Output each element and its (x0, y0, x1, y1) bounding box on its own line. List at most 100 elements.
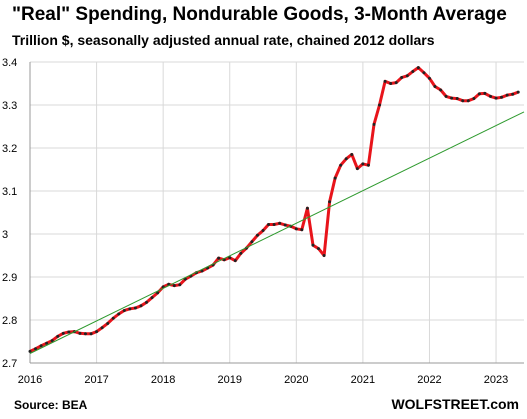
y-tick-label: 3.1 (2, 186, 17, 198)
data-point (117, 312, 121, 316)
data-point (228, 256, 232, 260)
y-tick-label: 2.9 (2, 272, 17, 284)
data-point (383, 79, 387, 83)
data-point (511, 92, 515, 96)
x-tick-label: 2017 (84, 374, 108, 386)
data-point (255, 233, 259, 237)
data-point (350, 152, 354, 156)
data-point (83, 332, 87, 336)
data-point (422, 71, 426, 75)
x-tick-label: 2022 (417, 374, 441, 386)
axis-lines (29, 62, 524, 364)
data-point (61, 331, 65, 335)
data-point (483, 91, 487, 95)
data-point (50, 339, 54, 343)
y-tick-label: 2.8 (2, 315, 17, 327)
data-point (45, 341, 49, 345)
data-point (489, 94, 493, 98)
data-point (250, 240, 254, 244)
x-tick-label: 2019 (217, 374, 241, 386)
data-point (95, 330, 99, 334)
grid-lines (29, 61, 524, 364)
data-point (283, 223, 287, 227)
data-point (316, 247, 320, 251)
data-point (67, 330, 71, 334)
data-point (344, 157, 348, 161)
data-point (172, 284, 176, 288)
source-note: Source: BEA (14, 398, 88, 412)
y-axis-tick-labels: 2.7 2.8 2.9 3 3.1 3.2 3.3 3.4 (2, 57, 17, 370)
data-point (400, 75, 404, 79)
data-point (389, 82, 393, 85)
x-tick-label: 2020 (284, 374, 308, 386)
data-point (34, 347, 38, 351)
data-point (139, 304, 143, 308)
data-point (150, 296, 154, 300)
data-point (272, 223, 276, 227)
data-point (372, 122, 376, 126)
data-point (311, 243, 315, 247)
data-point (305, 206, 309, 210)
series-layer (28, 66, 525, 354)
data-point (128, 307, 132, 311)
data-point (427, 76, 431, 80)
data-point (89, 332, 93, 336)
data-point (378, 103, 382, 107)
data-point (111, 316, 115, 320)
data-point (78, 331, 82, 335)
data-point (56, 334, 60, 338)
data-point (455, 97, 459, 101)
data-point (355, 167, 359, 171)
data-point (133, 306, 137, 310)
y-tick-label: 3.3 (2, 100, 17, 112)
data-point (328, 200, 332, 204)
data-point (239, 251, 243, 255)
data-point (300, 228, 304, 232)
data-point (217, 256, 221, 260)
data-point (405, 74, 409, 78)
data-point (516, 90, 520, 94)
data-point (178, 283, 182, 287)
data-point (294, 227, 298, 231)
data-point (416, 66, 420, 70)
data-point (466, 99, 470, 103)
data-point (505, 93, 509, 97)
data-point (361, 162, 365, 166)
y-tick-label: 2.7 (2, 358, 17, 370)
data-point (494, 96, 498, 100)
y-tick-label: 3.4 (2, 57, 17, 69)
data-point (433, 85, 437, 89)
data-point (156, 291, 160, 295)
series-line (29, 66, 519, 353)
data-point (500, 95, 504, 99)
data-point (472, 97, 476, 101)
x-axis-tick-labels: 2016 2017 2018 2019 2020 2021 2022 2023 (18, 374, 509, 386)
brand-logo-text: WOLFSTREET.com (391, 396, 519, 412)
data-point (333, 176, 337, 180)
x-tick-label: 2021 (351, 374, 375, 386)
y-tick-label: 3.2 (2, 143, 17, 155)
data-point (477, 92, 481, 96)
chart-title: "Real" Spending, Nondurable Goods, 3-Mon… (12, 4, 507, 25)
data-point (261, 229, 265, 233)
x-tick-label: 2023 (484, 374, 508, 386)
x-tick-label: 2016 (18, 374, 42, 386)
data-point (122, 309, 126, 313)
data-point (106, 321, 110, 325)
data-point (28, 349, 32, 353)
data-point (100, 326, 104, 330)
data-point (411, 69, 415, 73)
y-tick-label: 3 (2, 229, 8, 241)
data-point (444, 94, 448, 98)
data-point (267, 223, 271, 227)
data-point (339, 163, 343, 167)
x-tick-label: 2018 (151, 374, 175, 386)
trendline (29, 111, 525, 354)
data-point (278, 221, 282, 225)
data-point (39, 344, 43, 348)
data-point (145, 300, 149, 304)
data-point (322, 254, 326, 257)
data-point (394, 81, 398, 85)
data-point (366, 163, 370, 167)
